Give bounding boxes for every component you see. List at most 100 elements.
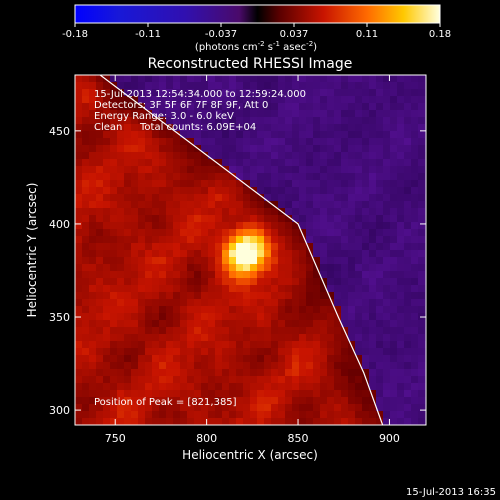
heatmap-pixel (194, 341, 201, 348)
heatmap-pixel (362, 411, 369, 418)
heatmap-pixel (159, 103, 166, 110)
heatmap-pixel (250, 208, 257, 215)
heatmap-pixel (110, 215, 117, 222)
heatmap-pixel (327, 103, 334, 110)
heatmap-pixel (397, 313, 404, 320)
heatmap-pixel (103, 334, 110, 341)
heatmap-pixel (355, 117, 362, 124)
heatmap-pixel (257, 390, 264, 397)
heatmap-pixel (355, 285, 362, 292)
heatmap-pixel (292, 418, 299, 425)
heatmap-pixel (187, 243, 194, 250)
heatmap-pixel (355, 187, 362, 194)
heatmap-pixel (313, 355, 320, 362)
heatmap-pixel (271, 96, 278, 103)
heatmap-pixel (264, 285, 271, 292)
heatmap-pixel (320, 152, 327, 159)
heatmap-pixel (89, 341, 96, 348)
heatmap-pixel (299, 138, 306, 145)
heatmap-pixel (355, 110, 362, 117)
heatmap-pixel (257, 271, 264, 278)
heatmap-pixel (166, 215, 173, 222)
heatmap-pixel (215, 103, 222, 110)
heatmap-pixel (208, 222, 215, 229)
heatmap-pixel (369, 271, 376, 278)
heatmap-pixel (306, 376, 313, 383)
heatmap-pixel (222, 89, 229, 96)
heatmap-pixel (187, 306, 194, 313)
heatmap-pixel (229, 362, 236, 369)
heatmap-pixel (334, 250, 341, 257)
heatmap-pixel (159, 222, 166, 229)
heatmap-pixel (96, 411, 103, 418)
heatmap-pixel (257, 341, 264, 348)
heatmap-pixel (383, 166, 390, 173)
heatmap-pixel (404, 285, 411, 292)
heatmap-pixel (341, 75, 348, 82)
heatmap-pixel (159, 180, 166, 187)
heatmap-pixel (411, 187, 418, 194)
heatmap-pixel (82, 103, 89, 110)
heatmap-pixel (390, 173, 397, 180)
heatmap-pixel (145, 320, 152, 327)
heatmap-pixel (96, 145, 103, 152)
heatmap-pixel (131, 152, 138, 159)
heatmap-pixel (264, 215, 271, 222)
heatmap-pixel (257, 201, 264, 208)
heatmap-pixel (404, 327, 411, 334)
heatmap-pixel (250, 271, 257, 278)
heatmap-pixel (383, 299, 390, 306)
heatmap-pixel (82, 187, 89, 194)
heatmap-pixel (75, 334, 82, 341)
heatmap-pixel (257, 313, 264, 320)
heatmap-pixel (327, 229, 334, 236)
heatmap-pixel (222, 201, 229, 208)
heatmap-pixel (411, 341, 418, 348)
heatmap-pixel (124, 278, 131, 285)
heatmap-pixel (285, 152, 292, 159)
heatmap-pixel (152, 131, 159, 138)
heatmap-pixel (390, 187, 397, 194)
heatmap-pixel (229, 89, 236, 96)
heatmap-pixel (285, 243, 292, 250)
heatmap-pixel (411, 418, 418, 425)
heatmap-pixel (362, 250, 369, 257)
heatmap-pixel (236, 229, 243, 236)
heatmap-pixel (278, 166, 285, 173)
heatmap-pixel (166, 369, 173, 376)
heatmap-pixel (173, 201, 180, 208)
heatmap-pixel (75, 243, 82, 250)
heatmap-pixel (306, 285, 313, 292)
heatmap-pixel (187, 397, 194, 404)
heatmap-pixel (327, 285, 334, 292)
heatmap-pixel (334, 390, 341, 397)
heatmap-pixel (355, 166, 362, 173)
heatmap-pixel (383, 383, 390, 390)
heatmap-pixel (138, 327, 145, 334)
heatmap-pixel (180, 124, 187, 131)
heatmap-pixel (271, 124, 278, 131)
heatmap-pixel (404, 173, 411, 180)
heatmap-pixel (194, 390, 201, 397)
heatmap-pixel (397, 75, 404, 82)
heatmap-pixel (341, 383, 348, 390)
heatmap-pixel (327, 383, 334, 390)
heatmap-pixel (236, 348, 243, 355)
heatmap-pixel (236, 411, 243, 418)
heatmap-pixel (82, 166, 89, 173)
heatmap-pixel (152, 75, 159, 82)
heatmap-pixel (138, 313, 145, 320)
heatmap-pixel (229, 383, 236, 390)
heatmap-pixel (271, 131, 278, 138)
heatmap-pixel (348, 159, 355, 166)
heatmap-pixel (299, 376, 306, 383)
colorbar-tick-label: 0.11 (356, 29, 378, 40)
heatmap-pixel (404, 306, 411, 313)
heatmap-pixel (278, 327, 285, 334)
heatmap-pixel (222, 292, 229, 299)
heatmap-pixel (404, 124, 411, 131)
heatmap-pixel (145, 411, 152, 418)
heatmap-pixel (152, 180, 159, 187)
heatmap-pixel (306, 180, 313, 187)
